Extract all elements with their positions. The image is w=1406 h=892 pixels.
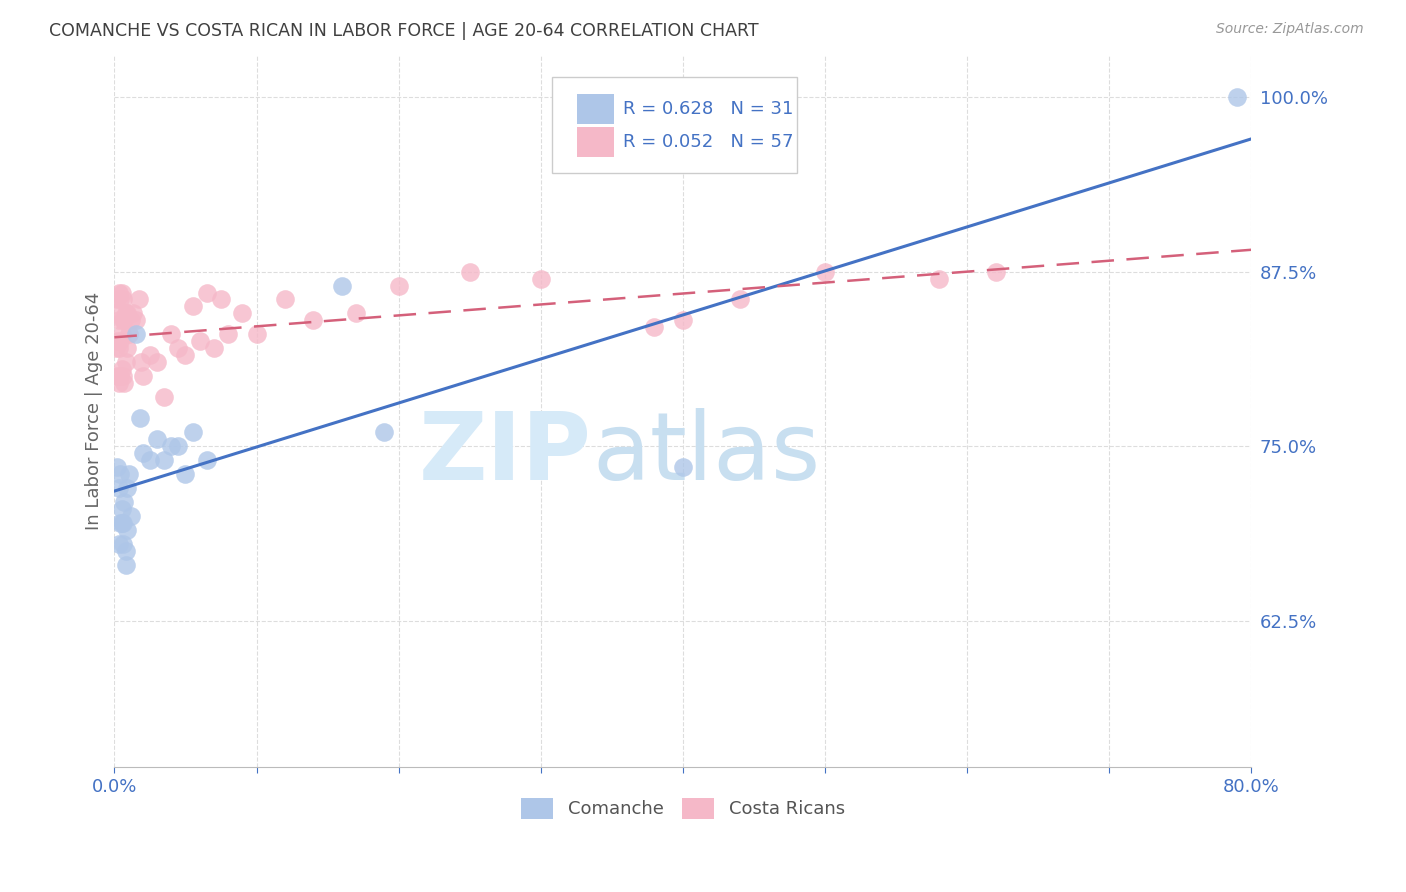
Point	[131, 355, 153, 369]
Legend: Comanche, Costa Ricans: Comanche, Costa Ricans	[513, 790, 852, 826]
Text: R = 0.052   N = 57: R = 0.052 N = 57	[623, 133, 793, 151]
Bar	[578, 127, 613, 157]
Point	[672, 460, 695, 475]
Point	[107, 342, 129, 356]
Point	[112, 495, 135, 509]
Point	[202, 342, 225, 356]
Point	[114, 544, 136, 558]
Point	[643, 320, 665, 334]
Point	[107, 376, 129, 391]
Point	[105, 334, 128, 349]
Point	[121, 313, 143, 327]
Point	[139, 348, 162, 362]
Point	[108, 334, 131, 349]
Point	[302, 313, 325, 327]
Point	[108, 293, 131, 307]
Point	[209, 293, 232, 307]
Point	[132, 369, 155, 384]
Point	[122, 306, 145, 320]
Point	[111, 293, 134, 307]
Point	[814, 264, 837, 278]
Point	[146, 355, 169, 369]
Text: ZIP: ZIP	[419, 408, 592, 500]
Point	[274, 293, 297, 307]
Point	[117, 327, 139, 342]
Point	[104, 306, 127, 320]
Point	[125, 327, 148, 342]
Text: Source: ZipAtlas.com: Source: ZipAtlas.com	[1216, 22, 1364, 37]
Point	[174, 467, 197, 481]
Point	[115, 523, 138, 537]
Point	[115, 306, 138, 320]
Point	[984, 264, 1007, 278]
Point	[105, 460, 128, 475]
Point	[105, 369, 128, 384]
Point	[167, 342, 190, 356]
Point	[928, 271, 950, 285]
FancyBboxPatch shape	[553, 77, 797, 173]
Point	[110, 285, 132, 300]
Point	[108, 369, 131, 384]
Point	[139, 453, 162, 467]
Text: COMANCHE VS COSTA RICAN IN LABOR FORCE | AGE 20-64 CORRELATION CHART: COMANCHE VS COSTA RICAN IN LABOR FORCE |…	[49, 22, 759, 40]
Point	[111, 537, 134, 551]
Point	[111, 516, 134, 530]
Point	[1226, 90, 1249, 104]
Point	[181, 300, 204, 314]
Point	[110, 502, 132, 516]
Point	[115, 481, 138, 495]
Point	[231, 306, 253, 320]
Point	[104, 342, 127, 356]
Point	[160, 439, 183, 453]
Point	[114, 355, 136, 369]
Point	[672, 313, 695, 327]
Point	[107, 481, 129, 495]
Point	[110, 516, 132, 530]
Point	[373, 425, 395, 439]
Point	[117, 467, 139, 481]
Bar	[578, 95, 613, 124]
Point	[107, 285, 129, 300]
Point	[107, 313, 129, 327]
Point	[132, 446, 155, 460]
Point	[146, 432, 169, 446]
Point	[115, 342, 138, 356]
Point	[181, 425, 204, 439]
Point	[160, 327, 183, 342]
Point	[108, 516, 131, 530]
Point	[167, 439, 190, 453]
Point	[153, 453, 176, 467]
Text: R = 0.628   N = 31: R = 0.628 N = 31	[623, 100, 793, 119]
Point	[458, 264, 481, 278]
Point	[114, 306, 136, 320]
Point	[128, 293, 150, 307]
Point	[195, 453, 218, 467]
Point	[344, 306, 367, 320]
Point	[107, 537, 129, 551]
Point	[728, 293, 751, 307]
Point	[217, 327, 239, 342]
Point	[110, 327, 132, 342]
Point	[105, 293, 128, 307]
Point	[125, 313, 148, 327]
Point	[108, 467, 131, 481]
Point	[112, 376, 135, 391]
Point	[530, 271, 553, 285]
Point	[188, 334, 211, 349]
Point	[111, 369, 134, 384]
Point	[245, 327, 267, 342]
Point	[129, 411, 152, 425]
Point	[121, 508, 143, 523]
Text: atlas: atlas	[592, 408, 820, 500]
Point	[174, 348, 197, 362]
Point	[153, 390, 176, 404]
Point	[388, 278, 411, 293]
Point	[110, 362, 132, 376]
Point	[330, 278, 353, 293]
Point	[114, 558, 136, 572]
Point	[112, 313, 135, 327]
Y-axis label: In Labor Force | Age 20-64: In Labor Force | Age 20-64	[86, 292, 103, 531]
Point	[111, 313, 134, 327]
Point	[195, 285, 218, 300]
